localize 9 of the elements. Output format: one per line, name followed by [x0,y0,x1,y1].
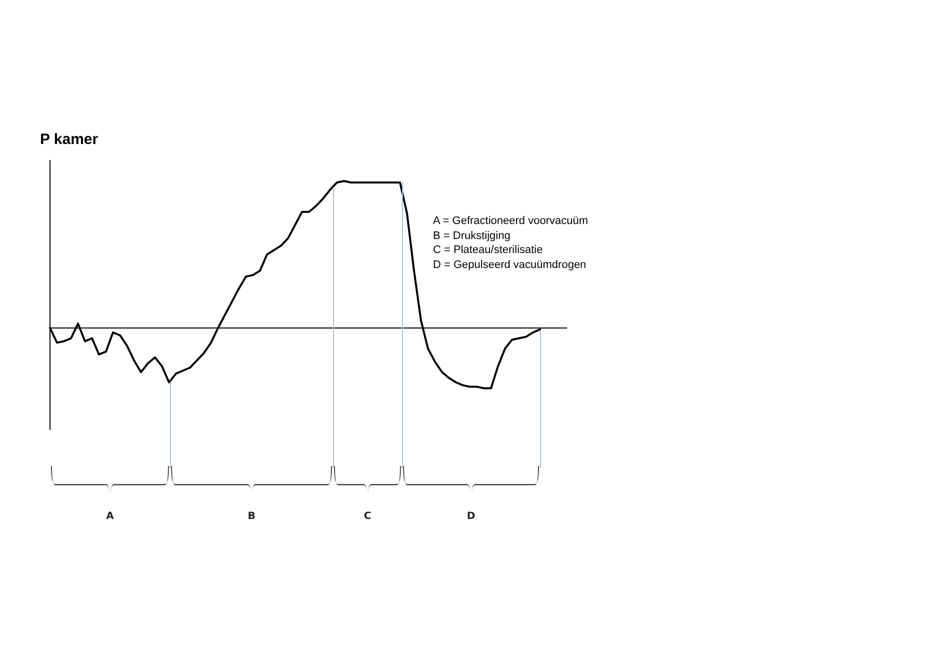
text: B [246,511,256,522]
text: D [466,511,476,522]
text: A [105,511,115,522]
chart-title: P kamer [40,131,98,148]
annotation: D = Gepulseerd vacuümdrogen [433,258,588,272]
annotation: C = Plateau/sterilisatie [433,243,544,258]
annotation: B = Drukstijging [433,228,512,243]
text: C [362,511,372,522]
annotation: A = Gefractioneerd voorvacuüm [433,214,588,228]
